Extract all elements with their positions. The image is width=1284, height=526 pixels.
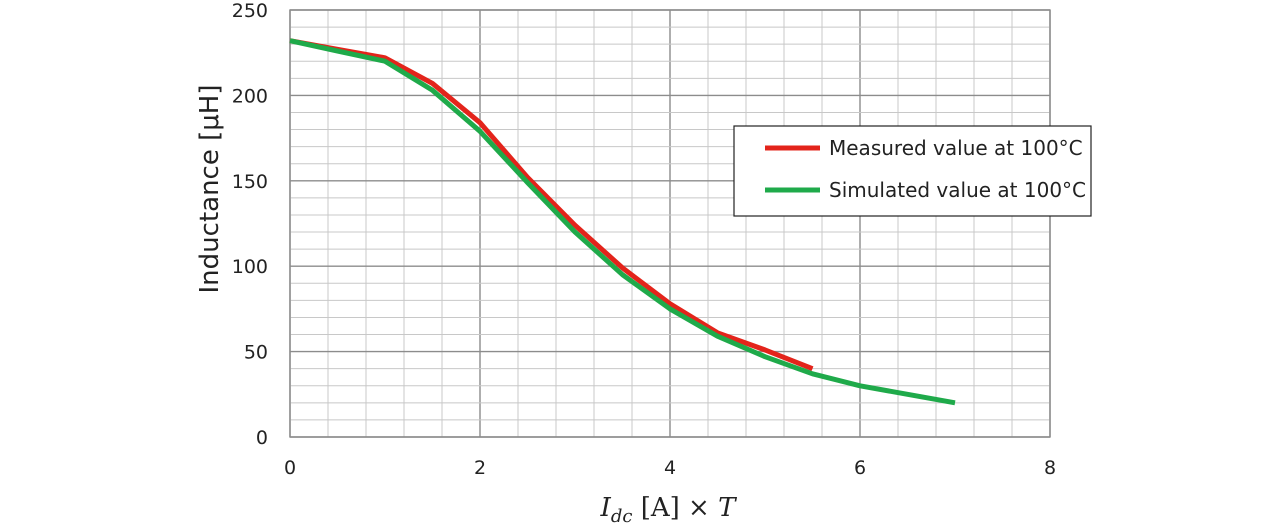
- plot-border: [289, 9, 1051, 438]
- y-tick-label: 100: [232, 256, 268, 278]
- legend-label-measured: Measured value at 100°C: [829, 136, 1083, 160]
- y-tick-label: 50: [244, 342, 268, 364]
- legend-label-simulated: Simulated value at 100°C: [829, 178, 1086, 202]
- series-line-simulated: [289, 38, 956, 406]
- x-axis-title-tail: T: [718, 493, 737, 523]
- x-axis-title-subscript: dc: [611, 506, 633, 526]
- x-axis-title: Idc [A] × T: [600, 493, 738, 526]
- x-axis-title-main: I: [600, 493, 612, 523]
- y-tick-label: 0: [256, 427, 268, 449]
- y-tick-label: 200: [232, 85, 268, 107]
- y-tick-label: 250: [232, 0, 268, 22]
- x-tick-label: 8: [1044, 457, 1056, 479]
- series-group: [289, 38, 956, 406]
- x-tick-label: 0: [284, 457, 296, 479]
- y-tick-label: 150: [232, 171, 268, 193]
- x-tick-label: 2: [474, 457, 486, 479]
- legend-box: [733, 125, 1092, 217]
- x-tick-label: 6: [854, 457, 866, 479]
- series-line-measured: [289, 38, 814, 372]
- y-axis-title: Inductance [μH]: [195, 85, 225, 294]
- legend: Measured value at 100°C Simulated value …: [733, 125, 1092, 217]
- x-tick-label: 4: [664, 457, 676, 479]
- tick-labels: 0 2 4 6 8 0 50 100 150 200 250: [232, 0, 1056, 479]
- x-axis-title-rest: [A] ×: [632, 493, 718, 523]
